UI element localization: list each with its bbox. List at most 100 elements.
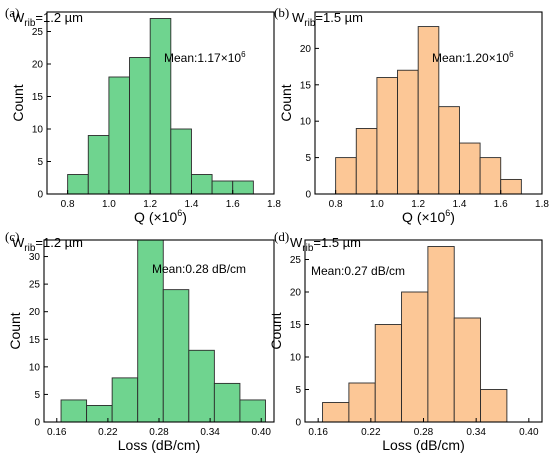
mean-annotation: Mean:1.20×106 [432,50,514,65]
mean-annotation-text: Mean:0.28 dB/cm [152,262,246,276]
x-tick-label: 1.6 [494,199,508,210]
plot-frame [46,11,275,195]
histogram-bar [374,324,403,423]
histogram-bar [355,128,378,195]
x-tick-label: 0.16 [308,427,328,438]
x-axis-label-text: Loss (dB/cm) [118,437,200,453]
rib-width-subscript: rib [24,243,36,254]
y-tick-label: 15 [290,320,302,331]
rib-width-label: Wrib=1.2 µm [12,10,83,29]
y-tick-label: 20 [300,44,312,55]
rib-width-label: Wrib=1.5 µm [290,235,361,254]
y-tick-label: 5 [305,153,311,164]
y-tick-label: 20 [29,307,41,318]
histogram-bar [376,77,398,195]
histogram-bar [188,349,215,423]
mean-annotation: Mean:0.28 dB/cm [152,262,246,276]
y-tick-label: 25 [290,255,302,266]
y-tick-label: 5 [37,157,43,168]
y-axis-label: Count [10,84,26,121]
rib-width-main: W [290,235,303,250]
histogram-bar [170,128,192,195]
histogram-bar [459,142,481,195]
y-tick-label: 15 [300,80,312,91]
y-axis-label: Count [278,84,294,121]
y-tick-label: 5 [295,385,301,396]
mean-annotation-superscript: 6 [241,50,246,59]
x-tick-label: 1.8 [267,199,281,210]
histogram-bar [108,76,130,195]
x-tick-label: 1.8 [535,199,549,210]
x-tick-label: 0.40 [519,427,539,438]
mean-annotation-text: Mean:0.27 dB/cm [311,264,405,278]
rib-width-main: W [12,235,25,250]
y-tick-label: 10 [290,353,302,364]
histogram-bar [232,180,254,195]
histogram-bar [479,157,502,195]
rib-width-value: =1.2 µm [35,235,83,250]
histogram-bar [213,382,241,423]
x-tick-label: 1.4 [453,199,467,210]
rib-width-value: =1.5 µm [313,235,361,250]
panel-label: (b) [274,5,289,20]
x-tick-label: 1.0 [370,199,384,210]
y-tick-label: 0 [37,190,43,201]
rib-width-subscript: rib [304,18,316,29]
mean-annotation-text: Mean:1.17×10 [164,51,241,65]
x-tick-label: 0.34 [200,427,220,438]
x-axis-label-superscript: 6 [445,208,450,218]
rib-width-subscript: rib [302,243,314,254]
y-tick-label: 10 [29,362,41,373]
histogram-bar [480,389,508,423]
rib-width-main: W [292,10,305,25]
panel-label: (a) [5,5,19,20]
x-tick-label: 0.22 [98,427,118,438]
y-tick-label: 0 [34,418,40,429]
y-tick-label: 5 [34,390,40,401]
histogram-bar [500,178,522,195]
mean-annotation-superscript: 6 [509,50,514,59]
histogram-bar [438,106,460,195]
histogram-bar [60,399,88,423]
rib-width-value: =1.2 µm [35,10,83,25]
histogram-bar [137,239,164,423]
panel-label: (c) [5,229,19,244]
y-axis-label: Count [7,312,23,349]
panel-label: (d) [274,229,289,244]
mean-annotation: Mean:1.17×106 [164,50,246,65]
histogram-bar [129,57,151,195]
x-axis-label-end: ) [450,209,455,225]
x-tick-label: 0.34 [466,427,486,438]
mean-annotation: Mean:0.27 dB/cm [311,264,405,278]
y-tick-label: 10 [32,125,44,136]
plot-frame [314,11,543,195]
y-tick-label: 25 [32,27,44,38]
x-axis-label: Loss (dB/cm) [382,437,464,453]
x-axis-label: Q (×106) [402,208,455,225]
x-axis-label: Q (×106) [134,208,187,225]
histogram-bar [397,69,419,195]
y-tick-label: 0 [295,418,301,429]
x-tick-label: 1.2 [411,199,425,210]
rib-width-main: W [12,10,25,25]
y-tick-label: 30 [29,252,41,263]
y-tick-label: 20 [32,60,44,71]
histogram-bar [348,382,376,423]
histogram-bar [67,174,89,195]
histogram-bar [322,402,350,423]
x-axis-label-superscript: 6 [177,208,182,218]
histogram-bar [191,174,213,195]
y-tick-label: 15 [29,335,41,346]
histogram-bar [401,291,429,423]
rib-width-value: =1.5 µm [315,10,363,25]
rib-width-label: Wrib=1.5 µm [292,10,363,29]
histogram-bar [453,317,482,423]
y-tick-label: 25 [29,280,41,291]
y-tick-label: 0 [305,190,311,201]
x-axis-label-text: Q (×10 [134,209,177,225]
x-tick-label: 0.28 [414,427,434,438]
y-tick-label: 20 [290,288,302,299]
